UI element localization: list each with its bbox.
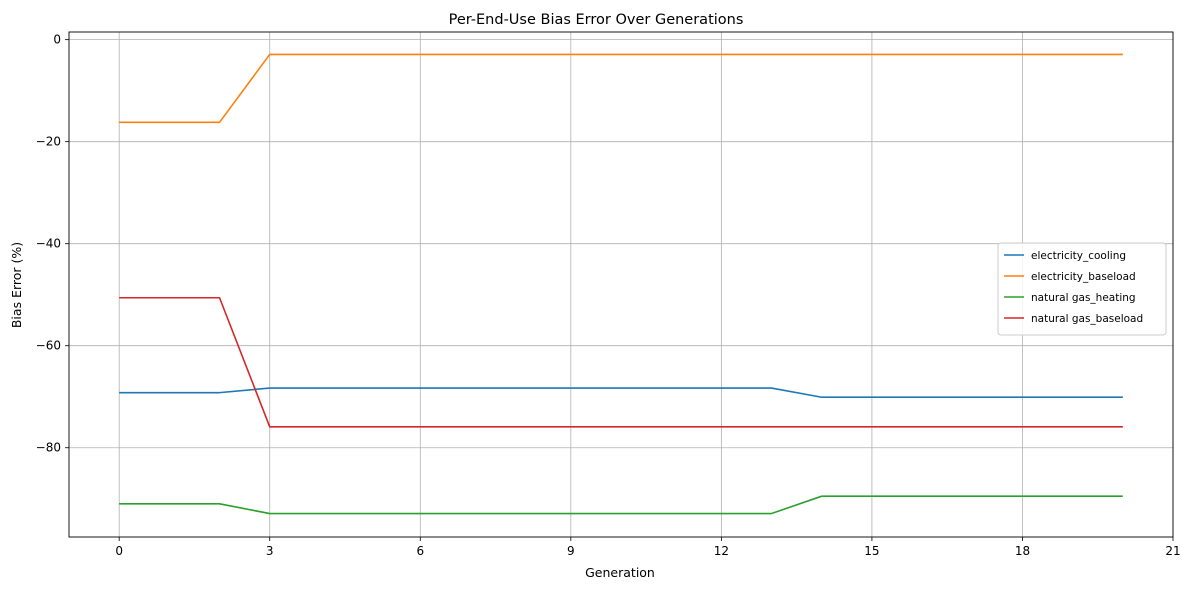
x-axis-label: Generation [585,565,655,580]
series-line-electricity-cooling [119,387,1123,399]
y-tick-label: −60 [36,339,61,353]
x-tick-label: 6 [416,544,424,558]
series-layer [119,53,1123,515]
x-tick-label: 12 [714,544,729,558]
x-tick-label: 21 [1165,544,1180,558]
y-tick-label: −80 [36,441,61,455]
series-line-electricity-baseload [119,53,1123,124]
legend-entry: electricity_baseload [1031,271,1136,283]
x-tick-label: 3 [266,544,274,558]
plot-frame [68,31,1174,538]
chart-title: Per-End-Use Bias Error Over Generations [449,12,744,28]
y-tick-label: −40 [36,237,61,251]
tick-layer: 0 3 6 9 12 15 18 21 0 −20 −40 −60 −80 [36,33,1181,558]
y-tick-label: 0 [53,33,61,47]
legend-entry: natural gas_baseload [1031,313,1143,325]
y-tick-label: −20 [36,135,61,149]
series-line-natural-gas-baseload [119,296,1123,428]
y-axis-label: Bias Error (%) [9,242,24,328]
legend-entry: electricity_cooling [1031,250,1126,262]
legend-box [997,242,1167,336]
x-tick-label: 18 [1015,544,1030,558]
grid-layer [69,32,1174,537]
x-tick-label: 15 [864,544,879,558]
legend: electricity_cooling electricity_baseloadn… [997,242,1167,336]
legend-entry: natural gas_heating [1031,292,1136,304]
x-tick-label: 0 [115,544,123,558]
x-tick-label: 9 [567,544,575,558]
series-line-natural-gas-heating [119,495,1123,515]
